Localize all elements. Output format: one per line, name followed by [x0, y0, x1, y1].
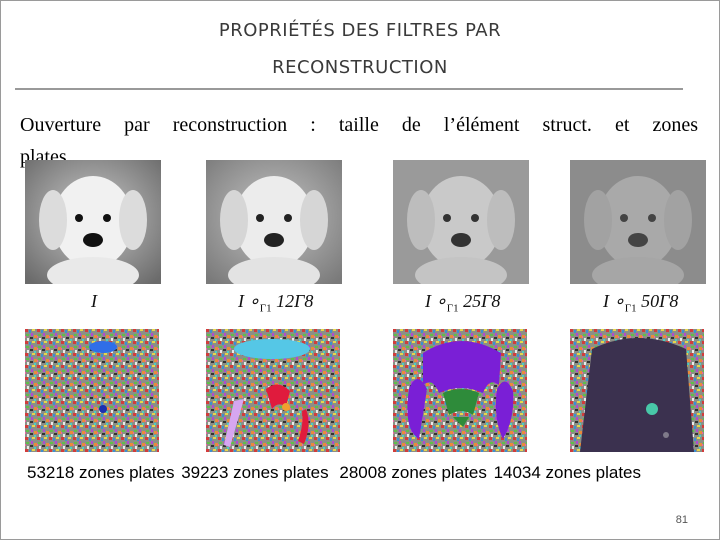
caption-25: I ∘Γ1 25Γ8 [425, 291, 500, 315]
puppy-image-25 [393, 160, 529, 284]
caption-main: I ∘ [603, 291, 625, 311]
puppy-image-12 [206, 160, 342, 284]
flat-zones-image-12 [206, 329, 340, 452]
caption-sub: Γ1 [624, 302, 637, 315]
caption-main: I ∘ [238, 291, 260, 311]
caption-sub: Γ1 [259, 302, 272, 315]
slide-title-line2: RECONSTRUCTION [272, 57, 448, 78]
caption-50: I ∘Γ1 50Γ8 [603, 291, 678, 315]
title-divider [15, 88, 683, 90]
caption-main: I [91, 291, 97, 311]
zone-count-50: 14034 zones plates [493, 463, 642, 482]
flat-zones-image-50 [570, 329, 704, 452]
flat-zones-image-25 [393, 329, 527, 452]
caption-12: I ∘Γ1 12Γ8 [238, 291, 313, 315]
caption-sub: Γ1 [446, 302, 459, 315]
puppy-image-original [25, 160, 161, 284]
caption-tail: 50Γ8 [636, 291, 679, 311]
flat-zones-image-original [25, 329, 159, 452]
caption-original: I [91, 291, 97, 312]
zone-count-25: 28008 zones plates [339, 463, 487, 482]
zone-count-original: 53218 zones plates [27, 463, 175, 482]
page-number: 81 [675, 514, 688, 526]
caption-main: I ∘ [425, 291, 447, 311]
zone-count-12: 39223 zones plates [181, 463, 329, 482]
intro-text-line1: Ouverture par reconstruction : taille de… [20, 114, 698, 136]
zone-counts-row: 53218 zones plates 39223 zones plates 28… [27, 463, 720, 483]
puppy-image-50 [570, 160, 706, 284]
slide-title-line1: PROPRIÉTÉS DES FILTRES PAR [218, 20, 502, 41]
caption-tail: 25Γ8 [458, 291, 501, 311]
caption-tail: 12Γ8 [271, 291, 314, 311]
